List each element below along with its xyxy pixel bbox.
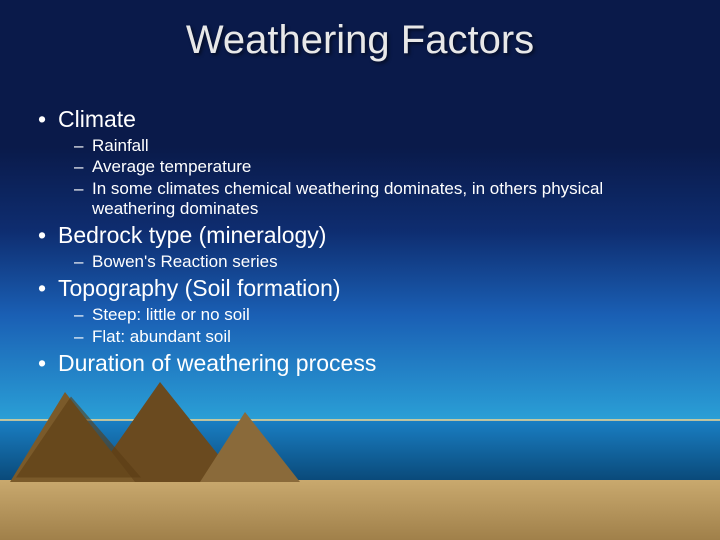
sub-bullet-text: Rainfall [92,136,149,155]
sand-foreground [0,480,720,540]
sub-bullet-text: Average temperature [92,157,251,176]
list-item: Average temperature [58,157,690,177]
sub-bullet-text: Flat: abundant soil [92,327,231,346]
bullet-list-l2: Bowen's Reaction series [58,252,690,272]
mountain-shape [200,412,300,482]
bullet-text: Climate [58,106,136,132]
bullet-list-l2: Steep: little or no soil Flat: abundant … [58,305,690,347]
list-item: Topography (Soil formation) Steep: littl… [30,274,690,347]
bullet-text: Bedrock type (mineralogy) [58,222,326,248]
list-item: Bowen's Reaction series [58,252,690,272]
bullet-list-l1: Climate Rainfall Average temperature In … [30,105,690,378]
list-item: Duration of weathering process [30,349,690,378]
list-item: Bedrock type (mineralogy) Bowen's Reacti… [30,221,690,272]
list-item: Climate Rainfall Average temperature In … [30,105,690,219]
slide-content: Climate Rainfall Average temperature In … [30,105,690,380]
sub-bullet-text: Bowen's Reaction series [92,252,278,271]
list-item: In some climates chemical weathering dom… [58,179,690,220]
list-item: Flat: abundant soil [58,327,690,347]
list-item: Rainfall [58,136,690,156]
list-item: Steep: little or no soil [58,305,690,325]
bullet-list-l2: Rainfall Average temperature In some cli… [58,136,690,220]
bullet-text: Duration of weathering process [58,350,376,376]
sub-bullet-text: In some climates chemical weathering dom… [92,179,603,218]
sub-bullet-text: Steep: little or no soil [92,305,250,324]
bullet-text: Topography (Soil formation) [58,275,341,301]
slide-title: Weathering Factors [0,18,720,63]
slide: Weathering Factors Climate Rainfall Aver… [0,0,720,540]
mountain-shape [16,397,141,478]
